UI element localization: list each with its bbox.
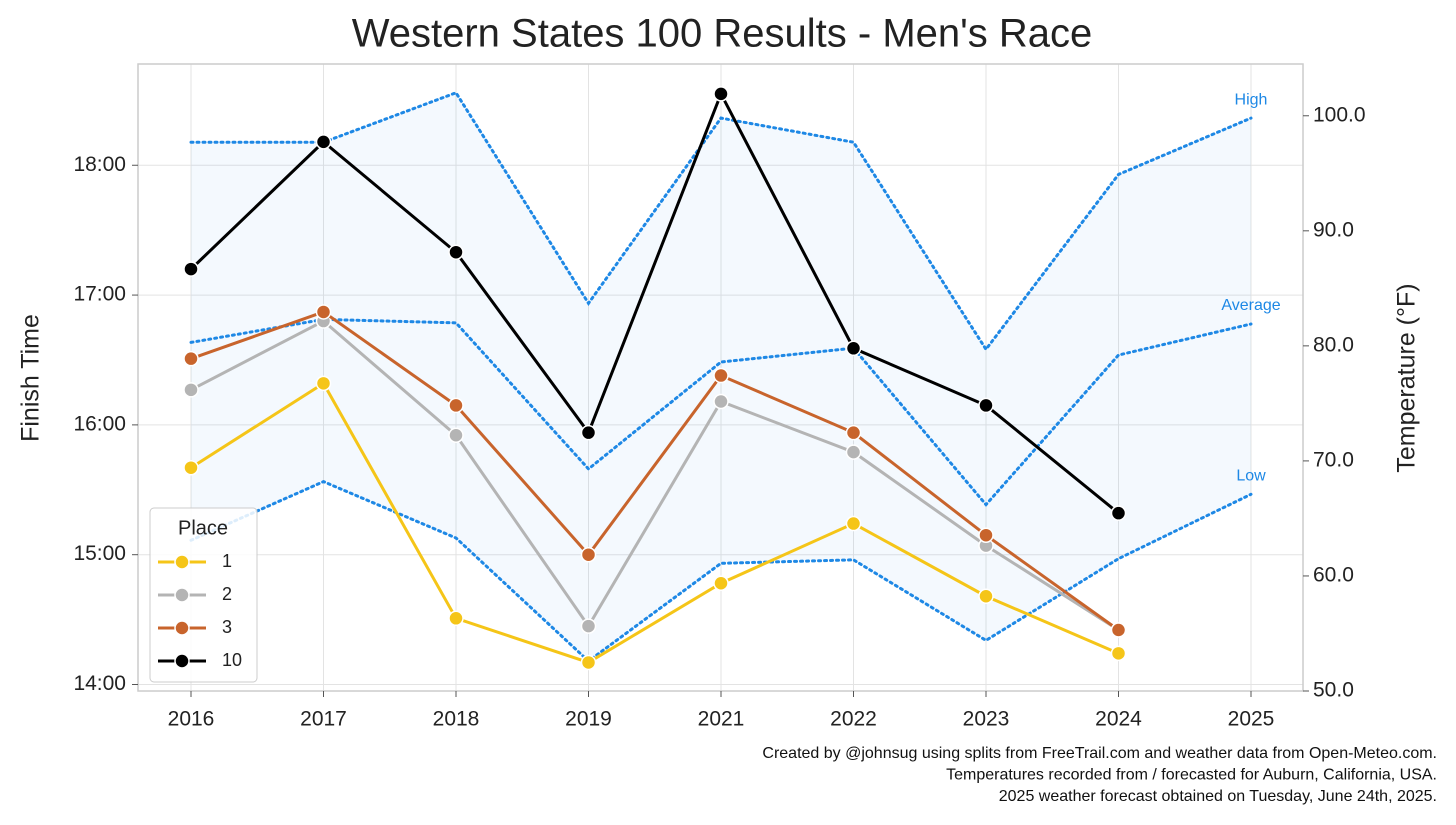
y-axis-label: Finish Time: [17, 314, 45, 442]
series-line: [189, 90, 1120, 515]
y-tick-label: 18:00: [73, 153, 126, 176]
data-point: [183, 459, 199, 476]
series-annotation: Low: [1236, 467, 1266, 484]
legend-label: 10: [222, 650, 242, 670]
data-point: [448, 427, 464, 444]
legend-label: 2: [222, 584, 232, 604]
data-point: [713, 367, 729, 384]
series-line: [190, 381, 1120, 665]
x-tick-label: 2016: [168, 708, 215, 731]
x-tick-label: 2022: [830, 708, 877, 731]
data-point: [580, 654, 597, 671]
data-point: [1110, 645, 1127, 662]
data-point: [1110, 622, 1127, 638]
series-line: [189, 317, 1253, 507]
y-tick-label: 16:00: [73, 412, 126, 435]
data-point: [713, 575, 729, 592]
data-point: [978, 527, 994, 543]
data-point: [978, 397, 994, 414]
y-tick-label: 15:00: [73, 542, 126, 565]
footnote: Temperatures recorded from / forecasted …: [946, 767, 1437, 784]
data-point: [183, 382, 199, 398]
legend-marker: [174, 620, 190, 636]
legend-marker: [174, 587, 190, 603]
data-point: [315, 304, 332, 320]
y2-axis-label: Temperature (°F): [1393, 283, 1421, 472]
x-tick-label: 2023: [963, 708, 1010, 731]
legend-label: 3: [222, 617, 232, 637]
series-annotation: Average: [1221, 297, 1280, 314]
data-point: [315, 134, 332, 150]
data-point: [845, 515, 862, 532]
footnote: 2025 weather forecast obtained on Tuesda…: [999, 788, 1437, 805]
data-point: [845, 444, 862, 460]
y-tick-label: 14:00: [73, 672, 126, 695]
data-point: [448, 397, 464, 414]
data-point: [448, 244, 464, 260]
data-point: [713, 86, 729, 102]
chart-title: Western States 100 Results - Men's Race: [352, 12, 1093, 56]
series-line: [190, 310, 1120, 632]
data-point: [580, 546, 597, 563]
data-point: [713, 393, 729, 410]
x-tick-label: 2017: [300, 708, 347, 731]
y2-tick-label: 100.0: [1313, 103, 1366, 126]
legend-marker: [174, 653, 190, 669]
x-tick-label: 2021: [698, 708, 745, 731]
series-annotation: High: [1235, 91, 1268, 108]
data-point: [580, 424, 597, 441]
legend-label: 1: [222, 551, 232, 571]
legend-title: Place: [178, 517, 228, 539]
y2-tick-label: 80.0: [1313, 333, 1354, 356]
data-point: [580, 618, 597, 634]
y2-tick-label: 50.0: [1313, 679, 1354, 702]
data-point: [1110, 505, 1127, 521]
legend-marker: [174, 554, 190, 570]
x-tick-label: 2024: [1095, 708, 1142, 731]
y2-tick-label: 90.0: [1313, 218, 1354, 241]
data-point: [448, 610, 464, 627]
series-line: [190, 319, 1120, 632]
series-line: [189, 479, 1253, 664]
y2-tick-label: 60.0: [1313, 564, 1354, 587]
x-tick-label: 2018: [433, 708, 480, 731]
footnote: Created by @johnsug using splits from Fr…: [762, 745, 1437, 762]
y2-tick-label: 70.0: [1313, 448, 1354, 471]
x-tick-label: 2025: [1228, 708, 1275, 731]
series-line: [189, 90, 1253, 352]
x-tick-label: 2019: [565, 708, 612, 731]
data-point: [183, 350, 199, 367]
data-point: [183, 261, 199, 277]
data-point: [845, 424, 862, 441]
data-point: [315, 375, 332, 392]
y-tick-label: 17:00: [73, 283, 126, 306]
data-point: [978, 588, 994, 604]
data-point: [845, 340, 862, 357]
